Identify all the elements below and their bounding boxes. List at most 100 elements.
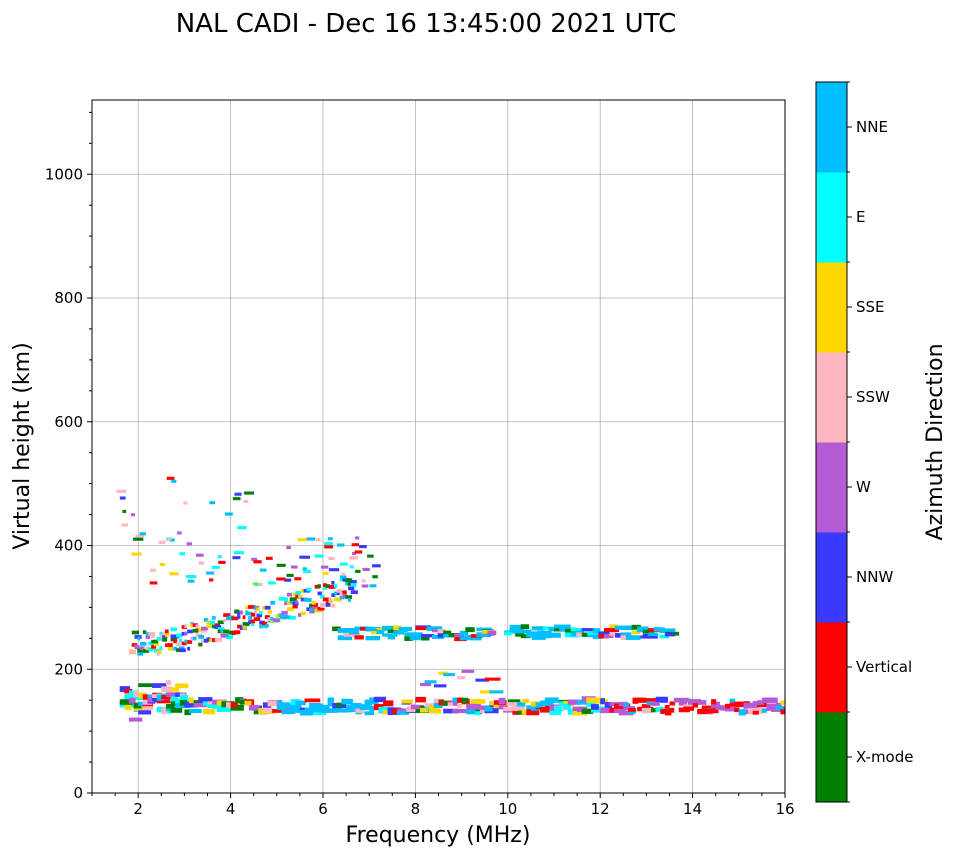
echo-point [614,625,633,631]
echo-point [306,587,312,592]
echo-point [276,700,283,706]
echo-point [187,579,195,583]
echo-point [570,632,580,637]
echo-point [232,497,241,501]
echo-point [334,591,339,596]
echo-point [401,699,413,704]
echo-point [212,624,217,629]
echo-point [216,700,226,706]
echo-point [198,561,205,565]
echo-point [166,476,175,480]
echo-point [577,699,588,705]
echo-point [364,711,370,716]
echo-point [426,626,443,631]
echo-point [592,628,601,634]
echo-point [179,695,189,701]
echo-point [476,627,493,632]
echo-point [234,630,241,635]
echo-point [420,683,432,687]
echo-point [124,693,130,700]
y-axis-label: Virtual height (km) [10,342,35,549]
echo-point [130,513,136,517]
echo-point [318,703,324,710]
echo-point [517,701,526,707]
echo-point [311,600,316,605]
echo-point [623,702,629,707]
echo-point [244,491,255,495]
echo-point [340,575,347,579]
echo-point [233,551,245,555]
echo-point [145,646,151,651]
echo-point [162,631,167,636]
echo-point [410,704,424,710]
echo-point [286,545,291,550]
echo-point [433,684,447,688]
echo-point [447,702,454,707]
echo-point [339,562,348,566]
echo-point [317,584,321,588]
echo-point [256,613,263,618]
echo-point [147,696,154,703]
echo-point [198,628,202,632]
echo-point [156,706,166,713]
echo-point [289,615,296,620]
echo-point [328,599,333,603]
echo-point [248,620,254,624]
echo-point [306,607,312,612]
echo-point [456,703,463,708]
echo-point [256,607,260,612]
echo-point [780,709,785,715]
echo-point [165,704,175,709]
echo-point [355,569,361,573]
echo-point [184,709,191,716]
echo-point [195,624,200,629]
echo-point [336,597,342,602]
echo-point [334,597,340,602]
echo-point [498,697,506,704]
echo-point [341,698,353,705]
echo-point [648,632,659,637]
echo-point [253,617,261,621]
echo-point [711,701,721,708]
echo-point [231,616,239,621]
echo-point [348,630,360,635]
echo-point [164,629,169,634]
echo-point [323,586,328,590]
echo-point [138,692,147,699]
echo-point [598,631,612,636]
echo-point [245,611,253,616]
echo-point [193,702,208,708]
echo-point [214,623,220,628]
echo-point [515,629,532,634]
colorbar-category-label: NNE [856,118,888,136]
echo-point [328,568,340,572]
echo-point [304,698,321,703]
echo-point [225,633,229,638]
echo-point [738,709,754,715]
echo-point [156,699,171,704]
echo-point [250,622,255,626]
echo-point [311,603,318,607]
echo-point [267,700,278,707]
echo-point [153,639,159,644]
echo-point [216,708,232,713]
echo-point [387,629,398,634]
echo-point [295,700,306,706]
echo-point [275,614,281,619]
echo-point [206,637,211,642]
echo-point [572,711,588,716]
x-tick-label: 8 [411,800,421,818]
echo-point [554,624,571,629]
echo-point [352,551,356,556]
colorbar-swatch [816,172,847,263]
echo-point [248,616,253,620]
colorbar-category-label: SSE [856,298,885,316]
echo-point [220,629,225,634]
echo-point [206,624,213,629]
echo-point [262,702,272,708]
echo-point [743,702,759,709]
echo-point [292,604,298,609]
echo-point [295,600,299,604]
echo-point [766,706,772,711]
